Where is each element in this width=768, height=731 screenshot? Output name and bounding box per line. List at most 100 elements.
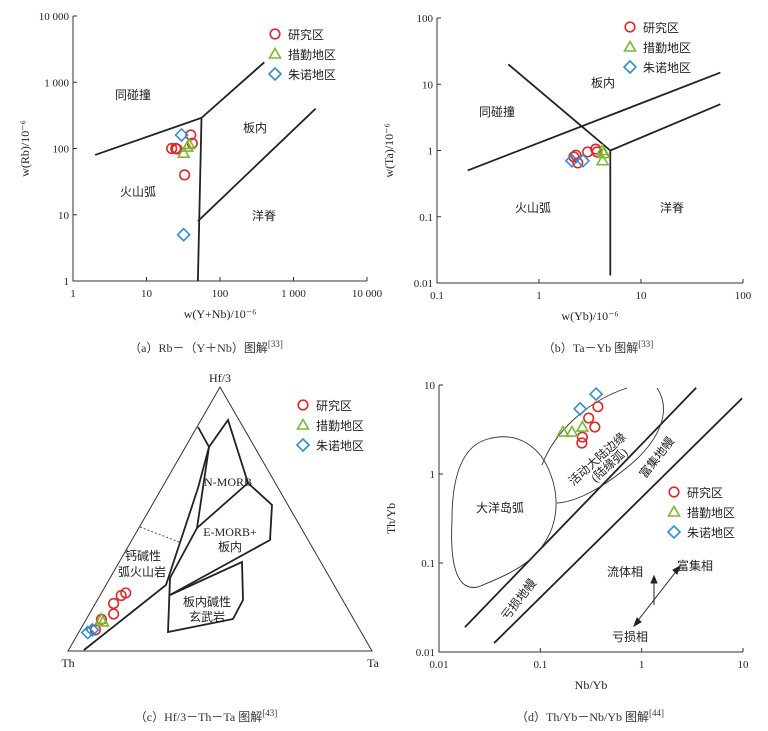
caption-text: （b）Ta－Yb 图解 bbox=[543, 341, 639, 355]
panel-b: （b）Ta－Yb 图解[33] bbox=[436, 17, 744, 355]
field-label: 亏损相 bbox=[612, 630, 648, 644]
x-tick-label: 0.01 bbox=[429, 659, 448, 671]
field-boundary bbox=[196, 117, 203, 282]
field-label: 富集相 bbox=[677, 558, 713, 573]
x-tick-label: 1 bbox=[639, 659, 645, 671]
y-tick-label: 0.01 bbox=[414, 278, 433, 290]
x-axis-title: w(Yb)/10⁻⁶ bbox=[561, 309, 618, 323]
legend-marker-triangle bbox=[296, 417, 310, 430]
data-point-triangle bbox=[176, 146, 191, 158]
apex-label-th: Th bbox=[61, 656, 74, 670]
field-label: 大洋岛弧 bbox=[476, 500, 524, 515]
legend-marker-triangle bbox=[268, 46, 282, 59]
arrow-head-icon bbox=[672, 564, 681, 575]
data-point-diamond bbox=[85, 622, 100, 638]
legend-label: 措勤地区 bbox=[288, 48, 336, 62]
field-label: 板内 bbox=[218, 540, 242, 554]
panel-c: （c）Hf/3－Th－Ta 图解[43] bbox=[67, 385, 373, 724]
data-point-diamond bbox=[174, 127, 189, 143]
y-axis-title: w(Ta)/10⁻⁶ bbox=[382, 123, 396, 177]
data-point-diamond bbox=[588, 386, 604, 402]
data-point-circle bbox=[572, 157, 584, 169]
data-point-diamond bbox=[572, 401, 588, 416]
data-point-circle bbox=[179, 169, 191, 181]
caption-reference: [33] bbox=[268, 339, 283, 349]
x-tick-label: 0.1 bbox=[430, 290, 444, 302]
data-point-circle bbox=[592, 401, 604, 413]
x-tick-label: 1 000 bbox=[281, 288, 306, 300]
y-tick-label: 10 000 bbox=[39, 11, 70, 23]
data-point-diamond bbox=[575, 153, 591, 168]
legend-marker-circle bbox=[624, 21, 636, 33]
field-label: E-MORB+ bbox=[203, 525, 257, 539]
data-point-triangle bbox=[182, 137, 197, 150]
ternary-triangle bbox=[67, 385, 373, 652]
panel-caption: （a）Rb－（Y＋Nb）图解[33] bbox=[129, 339, 283, 355]
x-tick-label: 10 bbox=[738, 659, 750, 671]
data-point-triangle bbox=[595, 153, 610, 166]
y-tick-label: 0.1 bbox=[421, 558, 435, 570]
y-axis-title: Th/Yb bbox=[384, 503, 398, 534]
field-label: 富集地幔 bbox=[636, 434, 677, 481]
legend-label: 朱诺地区 bbox=[288, 68, 336, 82]
data-point-circle bbox=[576, 431, 588, 443]
data-point-circle bbox=[120, 587, 132, 599]
data-point-circle bbox=[576, 437, 588, 449]
field-label: 亏损地幔 bbox=[498, 576, 539, 623]
y-tick-label: 10 bbox=[58, 210, 70, 222]
x-tick-label: 10 000 bbox=[352, 288, 383, 300]
legend-label: 措勤地区 bbox=[687, 506, 735, 520]
field-label: N-MORB bbox=[204, 475, 252, 489]
legend-marker-circle bbox=[668, 486, 680, 498]
field-boundary bbox=[196, 417, 250, 529]
field-boundary bbox=[507, 63, 611, 152]
field-boundary bbox=[83, 426, 210, 651]
field-boundary bbox=[197, 107, 317, 222]
legend-label: 朱诺地区 bbox=[643, 61, 691, 75]
legend-label: 研究区 bbox=[288, 27, 324, 42]
x-tick-label: 0.1 bbox=[533, 659, 547, 671]
x-tick-label: 1 bbox=[70, 288, 76, 300]
y-tick-label: 100 bbox=[417, 13, 434, 25]
field-label: 洋脊 bbox=[660, 200, 684, 215]
legend-label: 朱诺地区 bbox=[316, 439, 364, 453]
data-point-diamond bbox=[176, 227, 191, 242]
arrow-head-icon bbox=[650, 574, 658, 584]
legend-label: 研究区 bbox=[687, 485, 723, 500]
apex-label-ta: Ta bbox=[367, 656, 379, 670]
x-tick-label: 1 bbox=[536, 290, 542, 302]
legend-label: 研究区 bbox=[643, 20, 679, 35]
y-tick-label: 1 bbox=[428, 146, 434, 158]
legend-label: 朱诺地区 bbox=[687, 526, 735, 540]
data-point-triangle bbox=[575, 419, 590, 432]
x-tick-label: 10 bbox=[141, 288, 153, 300]
panel-d: （d）Th/Yb－Nb/Yb 图解[44] bbox=[438, 384, 744, 724]
x-tick-label: 10 bbox=[636, 290, 648, 302]
caption-reference: [44] bbox=[649, 708, 664, 718]
caption-text: （c）Hf/3－Th－Ta 图解 bbox=[135, 710, 262, 724]
data-point-circle bbox=[107, 597, 120, 610]
legend-marker-circle bbox=[297, 399, 309, 411]
legend-label: 研究区 bbox=[316, 398, 352, 413]
x-axis-title: w(Y+Nb)/10⁻⁶ bbox=[184, 307, 257, 321]
y-tick-label: 1 bbox=[64, 276, 70, 288]
legend-marker-diamond bbox=[295, 437, 311, 453]
y-tick-label: 10 bbox=[422, 79, 434, 91]
field-boundary bbox=[169, 482, 273, 596]
legend-marker-diamond bbox=[267, 66, 283, 82]
field-label: 板内 bbox=[591, 76, 615, 90]
panel-caption: （d）Th/Yb－Nb/Yb 图解[44] bbox=[516, 708, 664, 724]
field-label: 同碰撞 bbox=[115, 87, 151, 102]
y-tick-label: 0.01 bbox=[416, 647, 435, 659]
legend-marker-triangle bbox=[623, 39, 637, 52]
field-boundary bbox=[167, 560, 244, 634]
data-point-circle bbox=[107, 608, 120, 620]
y-tick-label: 1 000 bbox=[44, 77, 69, 89]
caption-text: （d）Th/Yb－Nb/Yb 图解 bbox=[516, 710, 649, 724]
data-point-circle bbox=[166, 142, 178, 155]
data-point-triangle bbox=[556, 424, 570, 437]
data-point-circle bbox=[171, 143, 183, 155]
caption-reference: [43] bbox=[262, 708, 277, 718]
field-label: 洋脊 bbox=[252, 208, 276, 223]
field-boundary bbox=[464, 387, 697, 628]
